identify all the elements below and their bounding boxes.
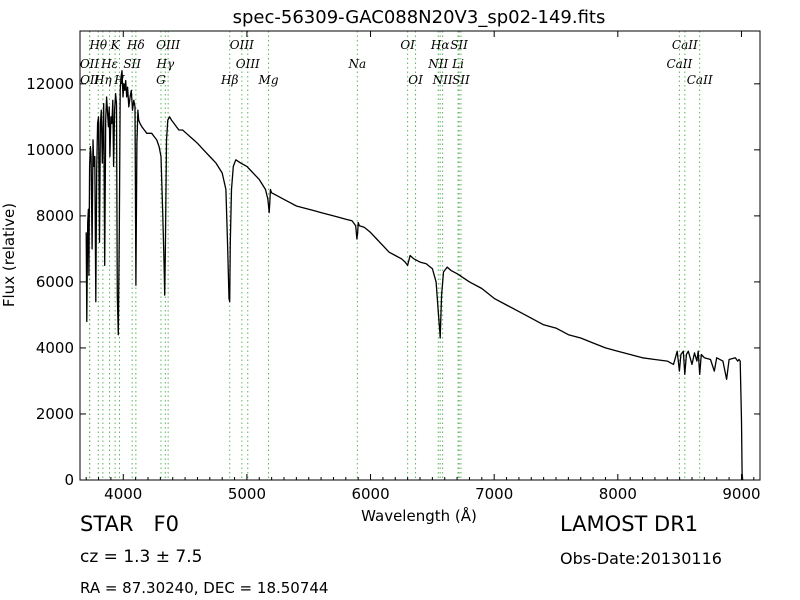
y-tick-label: 6000 bbox=[36, 273, 74, 291]
y-tick-label: 0 bbox=[64, 471, 74, 489]
x-axis-label: Wavelength (Å) bbox=[361, 506, 477, 525]
marker-label: Li bbox=[451, 57, 464, 71]
y-tick-label: 2000 bbox=[36, 405, 74, 423]
observation-date: Obs-Date:20130116 bbox=[560, 549, 722, 568]
marker-label: Hβ bbox=[220, 73, 238, 87]
marker-label: Hθ bbox=[88, 38, 107, 52]
object-class: STAR F0 bbox=[80, 512, 179, 536]
marker-label: Mg bbox=[258, 73, 279, 87]
coordinates-readout: RA = 87.30240, DEC = 18.50744 bbox=[80, 579, 329, 597]
y-tick-label: 4000 bbox=[36, 339, 74, 357]
x-axis-ticks: 4000 5000 6000 7000 8000 9000 bbox=[85, 31, 761, 503]
x-tick-label: 5000 bbox=[228, 485, 266, 503]
y-axis-label: Flux (relative) bbox=[0, 203, 18, 307]
marker-label: NII bbox=[432, 73, 453, 87]
marker-label: OIII bbox=[156, 38, 180, 52]
marker-label: CaII bbox=[672, 38, 698, 52]
marker-label: NII bbox=[427, 57, 448, 71]
marker-label: Hγ bbox=[155, 57, 174, 71]
marker-label: OIII bbox=[230, 38, 254, 52]
x-tick-label: 8000 bbox=[599, 485, 637, 503]
marker-label: CaII bbox=[687, 73, 713, 87]
y-tick-label: 12000 bbox=[26, 75, 74, 93]
spectrum-series bbox=[85, 69, 744, 481]
marker-label: OII bbox=[80, 57, 100, 71]
survey-name: LAMOST DR1 bbox=[560, 512, 699, 536]
marker-label: CaII bbox=[666, 57, 692, 71]
redshift-readout: cz = 1.3 ± 7.5 bbox=[80, 547, 203, 567]
plot-frame bbox=[79, 30, 761, 481]
marker-label: Hα bbox=[430, 38, 450, 52]
x-tick-label: 4000 bbox=[104, 485, 142, 503]
marker-label: K bbox=[110, 38, 121, 52]
marker-label: OI bbox=[408, 73, 423, 87]
marker-label: SII bbox=[452, 73, 470, 87]
x-tick-label: 7000 bbox=[475, 485, 513, 503]
marker-label: OI bbox=[400, 38, 415, 52]
y-tick-label: 8000 bbox=[36, 207, 74, 225]
chart-title: spec-56309-GAC088N20V3_sp02-149.fits bbox=[233, 7, 606, 28]
marker-label: SII bbox=[123, 57, 141, 71]
marker-label: Hδ bbox=[126, 38, 145, 52]
line-markers bbox=[89, 31, 701, 480]
marker-label: SII bbox=[450, 38, 468, 52]
marker-label: G bbox=[156, 73, 166, 87]
marker-label: Hη bbox=[93, 73, 112, 87]
x-tick-label: 9000 bbox=[722, 485, 760, 503]
marker-label: OIII bbox=[236, 57, 260, 71]
marker-label: Na bbox=[347, 57, 366, 71]
marker-label: Hε bbox=[100, 57, 118, 71]
plot-axes bbox=[79, 30, 761, 481]
y-tick-label: 10000 bbox=[26, 141, 74, 159]
y-axis-ticks: 0 2000 4000 6000 8000 10000 12000 bbox=[26, 75, 760, 489]
x-tick-label: 6000 bbox=[351, 485, 389, 503]
spectrum-line bbox=[85, 69, 744, 481]
